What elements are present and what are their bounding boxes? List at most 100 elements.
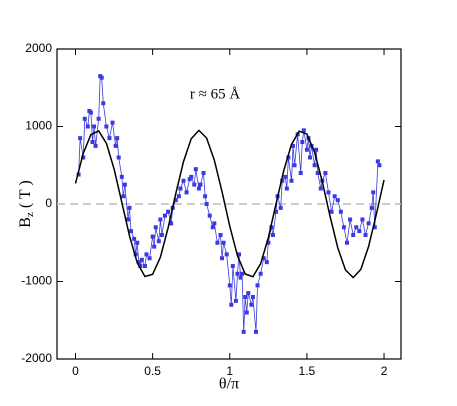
data-point [88, 110, 93, 115]
data-point [291, 143, 296, 148]
data-point [220, 256, 225, 261]
data-point [147, 256, 152, 261]
data-point [82, 116, 87, 121]
data-point [159, 233, 164, 237]
data-point [224, 252, 229, 257]
data-point [76, 172, 81, 177]
data-point [122, 182, 127, 187]
x-tick-label: 2 [381, 364, 388, 378]
data-point [280, 178, 285, 183]
data-point [212, 221, 217, 226]
data-point [230, 264, 235, 268]
data-point [215, 240, 220, 245]
data-point [158, 217, 163, 222]
data-point [329, 209, 334, 214]
data-point [96, 116, 101, 121]
data-point [261, 256, 266, 261]
data-point [270, 233, 275, 237]
data-point [184, 190, 189, 195]
x-axis-label: θ/π [219, 376, 239, 393]
data-point [375, 159, 380, 164]
data-point [221, 240, 226, 245]
data-point [162, 213, 167, 218]
data-point [150, 234, 155, 239]
data-point [101, 101, 106, 106]
y-tick-label: -1000 [21, 274, 52, 288]
data-point [266, 240, 271, 245]
data-point [229, 302, 234, 307]
y-tick-label: 0 [45, 196, 52, 210]
data-point [315, 171, 320, 175]
data-point [326, 190, 331, 195]
data-point [233, 298, 238, 303]
data-point [238, 275, 243, 280]
data-point [203, 194, 208, 199]
data-point [207, 213, 212, 218]
data-point [116, 155, 121, 160]
data-point [139, 257, 144, 262]
data-point [152, 244, 157, 249]
data-point [246, 291, 251, 296]
y-tick-label: 2000 [25, 41, 52, 55]
data-point [173, 198, 178, 203]
data-point [78, 136, 83, 141]
data-point [341, 225, 346, 230]
y-label-main: B [17, 217, 34, 228]
y-label-sub: z [24, 212, 36, 217]
data-point [81, 155, 86, 160]
data-point [119, 174, 124, 179]
data-point [363, 233, 368, 237]
data-point [312, 163, 317, 168]
data-point [241, 329, 246, 334]
data-point [301, 128, 306, 133]
y-tick-label: -2000 [21, 351, 52, 365]
data-point [104, 124, 109, 129]
data-point [115, 136, 120, 141]
data-point [318, 186, 323, 191]
data-point [196, 186, 201, 191]
data-point [110, 120, 115, 125]
data-point [210, 225, 215, 230]
data-point [258, 271, 263, 276]
data-point [178, 186, 183, 191]
data-point [129, 229, 134, 234]
data-point [304, 147, 309, 152]
data-point [314, 147, 319, 152]
data-point [240, 271, 245, 276]
x-tick-label: 0.5 [144, 364, 161, 378]
data-point [99, 75, 104, 80]
data-point [253, 329, 258, 334]
data-point [198, 182, 203, 187]
data-point [192, 182, 197, 187]
data-point [345, 240, 350, 245]
data-point [187, 177, 192, 182]
data-point [274, 209, 279, 214]
data-point [249, 302, 254, 307]
data-point [372, 225, 377, 230]
data-point [153, 225, 158, 230]
data-point [90, 140, 95, 144]
data-point [92, 124, 97, 129]
data-point [135, 240, 140, 245]
data-point [136, 260, 141, 265]
data-point [283, 174, 288, 179]
y-label-unit: ( T ) [17, 180, 34, 208]
data-point [204, 202, 209, 206]
data-point [243, 295, 248, 299]
data-point [93, 143, 98, 148]
data-point [156, 239, 161, 244]
data-point [138, 264, 143, 268]
data-point [292, 163, 297, 168]
data-point [377, 163, 382, 168]
data-point [176, 194, 181, 199]
data-point [181, 178, 186, 183]
data-point [255, 283, 260, 288]
data-point [144, 252, 149, 257]
data-point [244, 310, 249, 315]
data-point [335, 198, 340, 203]
data-point [284, 186, 289, 191]
data-point [278, 205, 283, 210]
data-point [193, 167, 198, 172]
data-point [369, 205, 374, 210]
